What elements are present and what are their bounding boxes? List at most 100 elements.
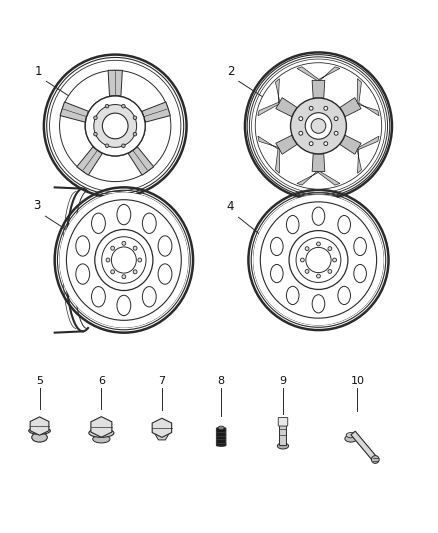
Polygon shape — [357, 147, 361, 173]
Ellipse shape — [92, 213, 106, 233]
Ellipse shape — [255, 63, 381, 189]
Ellipse shape — [105, 144, 109, 148]
Ellipse shape — [306, 247, 331, 272]
Polygon shape — [258, 136, 280, 150]
Ellipse shape — [277, 443, 289, 449]
Polygon shape — [30, 417, 49, 435]
Text: 3: 3 — [33, 199, 41, 213]
Ellipse shape — [299, 131, 303, 135]
Polygon shape — [357, 102, 379, 116]
Ellipse shape — [102, 113, 128, 139]
Polygon shape — [317, 67, 340, 80]
Ellipse shape — [317, 274, 320, 278]
Ellipse shape — [122, 104, 125, 108]
Polygon shape — [152, 418, 172, 438]
Polygon shape — [357, 136, 379, 150]
Ellipse shape — [133, 270, 137, 274]
Ellipse shape — [111, 246, 114, 250]
Ellipse shape — [300, 258, 304, 262]
Ellipse shape — [95, 230, 153, 290]
Ellipse shape — [158, 264, 172, 284]
Ellipse shape — [142, 287, 156, 307]
Ellipse shape — [312, 207, 325, 225]
Polygon shape — [276, 98, 297, 117]
Ellipse shape — [324, 142, 328, 146]
Ellipse shape — [305, 112, 332, 139]
Ellipse shape — [117, 295, 131, 316]
Text: 10: 10 — [350, 376, 364, 386]
Ellipse shape — [338, 215, 350, 233]
Polygon shape — [258, 102, 280, 116]
Ellipse shape — [133, 246, 137, 250]
Ellipse shape — [312, 295, 325, 313]
Ellipse shape — [305, 247, 309, 251]
Ellipse shape — [94, 132, 97, 136]
Ellipse shape — [354, 237, 367, 256]
Ellipse shape — [354, 264, 367, 282]
Ellipse shape — [121, 144, 125, 148]
Ellipse shape — [371, 456, 379, 463]
Ellipse shape — [122, 241, 126, 245]
Ellipse shape — [92, 287, 106, 307]
Polygon shape — [276, 78, 280, 104]
FancyBboxPatch shape — [216, 428, 226, 446]
Ellipse shape — [328, 270, 332, 273]
Ellipse shape — [216, 442, 226, 447]
Text: 5: 5 — [36, 376, 43, 386]
Text: 8: 8 — [218, 376, 225, 386]
Ellipse shape — [60, 70, 171, 182]
Ellipse shape — [328, 247, 332, 251]
Ellipse shape — [85, 96, 145, 156]
Ellipse shape — [133, 116, 137, 119]
Ellipse shape — [122, 274, 126, 279]
Ellipse shape — [299, 117, 303, 120]
Ellipse shape — [218, 426, 224, 430]
Ellipse shape — [290, 98, 346, 154]
Ellipse shape — [334, 131, 338, 135]
Ellipse shape — [271, 264, 283, 282]
Polygon shape — [276, 147, 280, 173]
Ellipse shape — [133, 116, 137, 120]
Text: 7: 7 — [159, 376, 166, 386]
Ellipse shape — [105, 104, 109, 108]
Ellipse shape — [334, 117, 338, 120]
Ellipse shape — [106, 258, 110, 262]
Polygon shape — [357, 78, 361, 104]
Ellipse shape — [60, 192, 188, 328]
Text: 6: 6 — [98, 376, 105, 386]
Text: 1: 1 — [34, 64, 42, 77]
Ellipse shape — [253, 195, 384, 325]
Polygon shape — [128, 147, 154, 175]
Ellipse shape — [346, 433, 356, 438]
Polygon shape — [77, 147, 102, 175]
Ellipse shape — [345, 435, 357, 442]
Ellipse shape — [94, 104, 137, 147]
FancyBboxPatch shape — [278, 417, 288, 426]
Ellipse shape — [332, 258, 336, 262]
Ellipse shape — [121, 104, 125, 108]
Text: 2: 2 — [226, 64, 234, 77]
Polygon shape — [312, 154, 325, 172]
Polygon shape — [312, 80, 325, 98]
Ellipse shape — [29, 427, 50, 434]
Ellipse shape — [111, 247, 136, 273]
Ellipse shape — [76, 264, 90, 284]
Ellipse shape — [271, 237, 283, 256]
Polygon shape — [276, 135, 297, 154]
Ellipse shape — [133, 132, 137, 136]
Ellipse shape — [138, 258, 141, 262]
Polygon shape — [60, 102, 88, 122]
Ellipse shape — [122, 144, 125, 148]
Ellipse shape — [309, 142, 313, 146]
Polygon shape — [340, 98, 361, 117]
Ellipse shape — [142, 213, 156, 233]
Text: 4: 4 — [226, 200, 234, 213]
Ellipse shape — [133, 132, 137, 136]
Ellipse shape — [93, 132, 97, 136]
Ellipse shape — [111, 270, 114, 274]
Polygon shape — [317, 172, 340, 185]
Text: 9: 9 — [279, 376, 286, 386]
Ellipse shape — [311, 119, 326, 133]
Ellipse shape — [286, 215, 299, 233]
Polygon shape — [351, 431, 378, 461]
